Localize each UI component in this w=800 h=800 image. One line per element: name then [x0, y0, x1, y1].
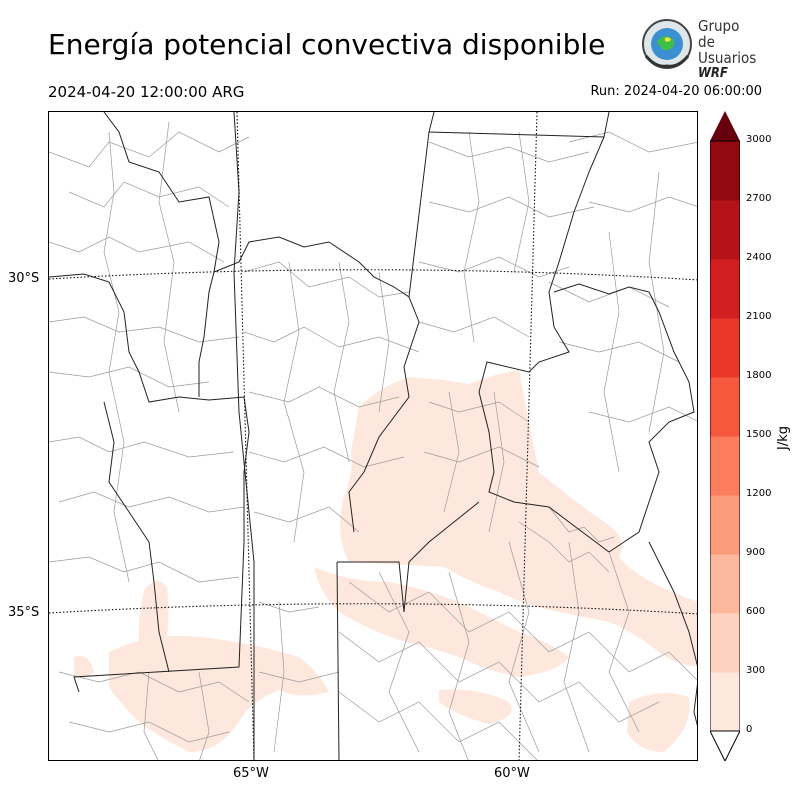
- valid-time: 2024-04-20 12:00:00 ARG: [48, 83, 245, 101]
- logo-text: Grupo de Usuarios WRF: [698, 18, 758, 82]
- graticule: [49, 112, 697, 760]
- logo-line3: WRF: [698, 66, 728, 81]
- lon-label-65w: 65°W: [233, 766, 269, 781]
- colorbar-under-arrow: [710, 730, 740, 761]
- colorbar-tick-label: 300: [746, 665, 766, 676]
- run-time: Run: 2024-04-20 06:00:00: [590, 84, 762, 99]
- colorbar: [710, 111, 740, 761]
- colorbar-band: [710, 200, 740, 260]
- map-title: Energía potencial convectiva disponible: [48, 28, 606, 61]
- colorbar-over-arrow: [710, 111, 740, 141]
- colorbar-tick-label: 900: [746, 547, 766, 558]
- colorbar-tick-label: 0: [746, 724, 753, 735]
- wrf-logo-emblem-icon: [642, 19, 692, 69]
- colorbar-tick-label: 1800: [746, 370, 772, 381]
- colorbar-tick-label: 2100: [746, 311, 772, 322]
- province-boundaries: [49, 112, 697, 760]
- colorbar-tick-label: 3000: [746, 134, 772, 145]
- colorbar-units: J/kg: [776, 426, 791, 450]
- lon-label-60w: 60°W: [494, 766, 530, 781]
- colorbar-frame: [710, 140, 740, 732]
- colorbar-tick-label: 2400: [746, 252, 772, 263]
- cape-shading: [74, 370, 697, 752]
- colorbar-band: [710, 141, 740, 201]
- colorbar-band: [710, 495, 740, 555]
- lat-label-30s: 30°S: [8, 271, 40, 286]
- colorbar-band: [710, 672, 740, 732]
- grupo-wrf-logo: Grupo de Usuarios WRF: [638, 16, 758, 81]
- colorbar-bands: [710, 141, 740, 732]
- logo-line2: Usuarios: [698, 49, 757, 67]
- map-panel: [48, 111, 698, 761]
- colorbar-tick-label: 2700: [746, 193, 772, 204]
- logo-line1: Grupo de: [698, 17, 740, 51]
- colorbar-band: [710, 259, 740, 319]
- colorbar-band: [710, 613, 740, 673]
- colorbar-band: [710, 377, 740, 437]
- lat-label-35s: 35°S: [8, 605, 40, 620]
- map-canvas: [49, 112, 697, 760]
- colorbar-band: [710, 554, 740, 614]
- colorbar-tick-label: 1500: [746, 429, 772, 440]
- colorbar-tick-label: 1200: [746, 488, 772, 499]
- colorbar-band: [710, 436, 740, 496]
- colorbar-tick-label: 600: [746, 606, 766, 617]
- colorbar-band: [710, 318, 740, 378]
